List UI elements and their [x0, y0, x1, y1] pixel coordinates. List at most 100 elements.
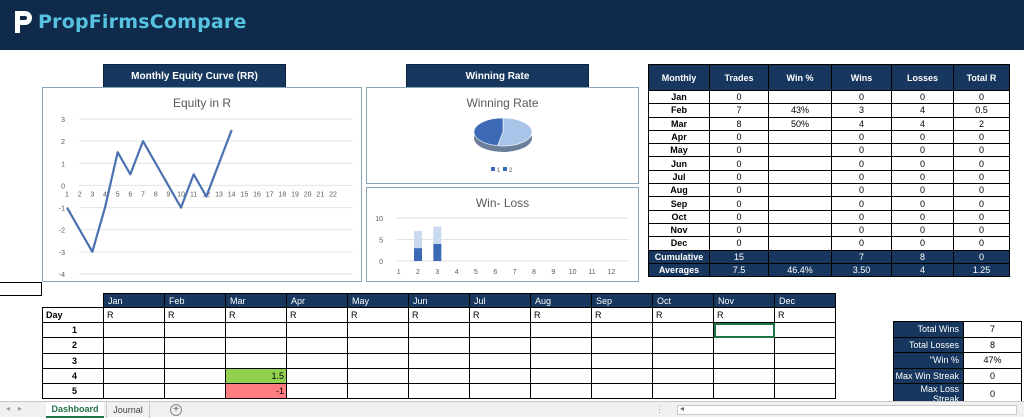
monthly-cell[interactable]: 0: [709, 196, 769, 211]
daily-cell[interactable]: [652, 382, 714, 400]
month-label[interactable]: Jun: [648, 156, 710, 171]
daily-cell[interactable]: [469, 382, 531, 400]
daily-cell[interactable]: [103, 322, 165, 339]
day-number[interactable]: 4: [42, 367, 104, 384]
monthly-cell[interactable]: 0: [709, 236, 769, 251]
daily-cell[interactable]: [469, 337, 531, 354]
monthly-cell[interactable]: 0: [891, 169, 954, 185]
daily-cell[interactable]: [774, 367, 836, 384]
monthly-cell[interactable]: 4: [891, 262, 954, 278]
monthly-cell[interactable]: 0: [891, 156, 954, 171]
daily-cell[interactable]: [286, 382, 348, 400]
monthly-cell[interactable]: [768, 183, 832, 198]
monthly-cell[interactable]: 0: [831, 209, 892, 224]
r-header-cell[interactable]: R: [713, 306, 775, 324]
monthly-cell[interactable]: [768, 143, 832, 158]
daily-cell[interactable]: [530, 352, 592, 369]
daily-cell[interactable]: [225, 322, 287, 339]
daily-cell[interactable]: [408, 382, 470, 400]
daily-cell[interactable]: [774, 352, 836, 369]
monthly-cell[interactable]: 0: [891, 209, 954, 224]
month-label[interactable]: Mar: [648, 116, 710, 131]
daily-cell[interactable]: [774, 322, 836, 339]
monthly-cell[interactable]: [768, 169, 832, 185]
sheet-options-icon[interactable]: ⋮: [655, 404, 664, 414]
monthly-cell[interactable]: [768, 236, 832, 251]
daily-cell[interactable]: [286, 367, 348, 384]
summary-value[interactable]: 0: [963, 367, 1022, 384]
daily-cell[interactable]: [713, 352, 775, 369]
r-header-cell[interactable]: R: [652, 306, 714, 324]
daily-cell[interactable]: [408, 322, 470, 339]
daily-cell[interactable]: [164, 367, 226, 384]
daily-cell[interactable]: [713, 337, 775, 354]
monthly-cell[interactable]: 0: [891, 236, 954, 251]
daily-cell[interactable]: [164, 382, 226, 400]
monthly-cell[interactable]: 0: [953, 169, 1010, 185]
monthly-cell[interactable]: 8: [709, 116, 769, 131]
month-label[interactable]: Sep: [648, 196, 710, 211]
monthly-cell[interactable]: 50%: [768, 116, 832, 131]
daily-cell[interactable]: [286, 337, 348, 354]
monthly-cell[interactable]: 0: [709, 209, 769, 224]
summary-value[interactable]: 7: [963, 321, 1022, 338]
daily-cell[interactable]: [408, 352, 470, 369]
monthly-cell[interactable]: 0: [831, 236, 892, 251]
month-label[interactable]: Apr: [648, 129, 710, 145]
monthly-cell[interactable]: 46.4%: [768, 262, 832, 278]
daily-cell[interactable]: [469, 322, 531, 339]
monthly-cell[interactable]: 0: [831, 143, 892, 158]
horizontal-scrollbar[interactable]: ◂: [677, 404, 1017, 415]
daily-cell[interactable]: [591, 322, 653, 339]
daily-cell[interactable]: [164, 337, 226, 354]
monthly-cell[interactable]: 7.5: [709, 262, 769, 278]
monthly-cell[interactable]: 0: [953, 222, 1010, 238]
monthly-cell[interactable]: 3: [831, 103, 892, 118]
monthly-cell[interactable]: 2: [953, 116, 1010, 131]
monthly-cell[interactable]: 0: [953, 209, 1010, 224]
monthly-cell[interactable]: 0: [953, 236, 1010, 251]
daily-cell[interactable]: [713, 382, 775, 400]
month-header[interactable]: Feb: [164, 293, 226, 308]
daily-cell[interactable]: [469, 367, 531, 384]
daily-cell[interactable]: [103, 337, 165, 354]
daily-cell[interactable]: 1.5: [225, 367, 287, 384]
r-header-cell[interactable]: R: [408, 306, 470, 324]
r-header-cell[interactable]: R: [164, 306, 226, 324]
monthly-cell[interactable]: [768, 209, 832, 224]
daily-cell[interactable]: [530, 337, 592, 354]
monthly-cell[interactable]: 0: [953, 156, 1010, 171]
cell-fragment[interactable]: [0, 282, 42, 296]
win-loss-panel[interactable]: Win- Loss 10 5 0 1 2 3 4 5 6 7 8 9 10 11 12: [366, 187, 639, 282]
scroll-left-icon[interactable]: ◂: [6, 404, 11, 413]
daily-cell[interactable]: [103, 352, 165, 369]
r-header-cell[interactable]: R: [469, 306, 531, 324]
summary-key[interactable]: Max Win Streak: [893, 367, 964, 384]
monthly-cell[interactable]: 0: [831, 183, 892, 198]
month-label[interactable]: Aug: [648, 183, 710, 198]
daily-cell[interactable]: [774, 337, 836, 354]
monthly-cell[interactable]: 7: [831, 249, 892, 264]
month-header[interactable]: Apr: [286, 293, 348, 308]
r-header-cell[interactable]: R: [286, 306, 348, 324]
daily-cell[interactable]: [286, 352, 348, 369]
monthly-cell[interactable]: 8: [891, 249, 954, 264]
monthly-cell[interactable]: 0: [953, 143, 1010, 158]
summary-key[interactable]: Total Wins: [893, 321, 964, 338]
daily-cell[interactable]: [591, 337, 653, 354]
monthly-cell[interactable]: [768, 156, 832, 171]
monthly-cell[interactable]: 0: [709, 89, 769, 105]
daily-cell[interactable]: -1: [225, 382, 287, 400]
daily-cell[interactable]: [530, 322, 592, 339]
day-number[interactable]: 5: [42, 382, 104, 400]
monthly-cell[interactable]: 0: [831, 129, 892, 145]
tab-journal[interactable]: Journal: [106, 402, 150, 418]
month-label[interactable]: Jan: [648, 89, 710, 105]
month-header[interactable]: Aug: [530, 293, 592, 308]
monthly-cell[interactable]: [768, 196, 832, 211]
r-header-cell[interactable]: R: [103, 306, 165, 324]
daily-cell[interactable]: [591, 382, 653, 400]
monthly-cell[interactable]: 0: [831, 156, 892, 171]
monthly-cell[interactable]: 0: [953, 249, 1010, 264]
monthly-cell[interactable]: 0.5: [953, 103, 1010, 118]
